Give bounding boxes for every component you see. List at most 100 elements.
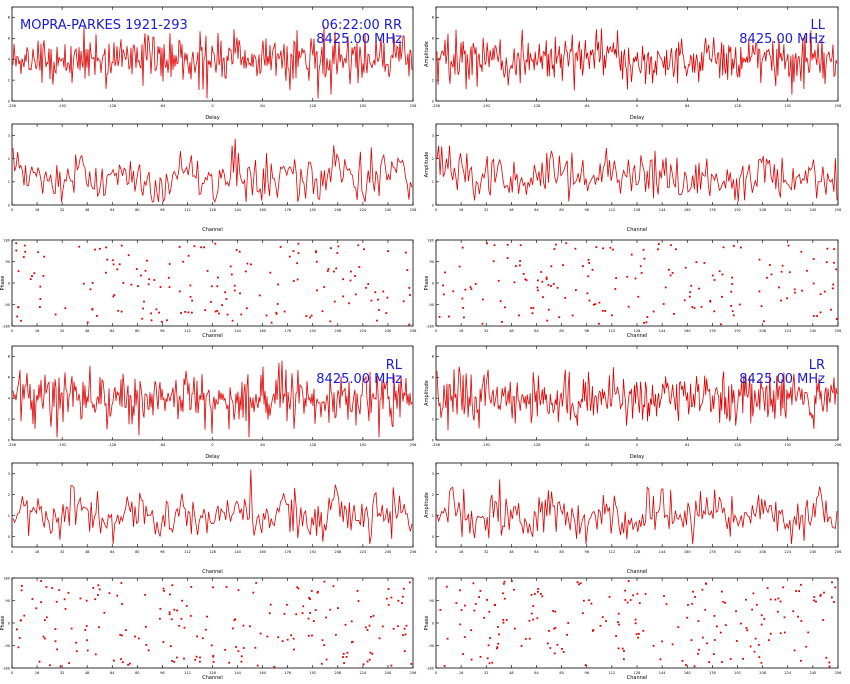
rr-phase-point: [204, 309, 207, 311]
rr-phase-point: [296, 278, 299, 281]
rl-delay-xtick-label: 192: [360, 443, 367, 447]
lr-amp-xtick-label: 112: [609, 550, 616, 554]
rl-phase-point: [45, 586, 48, 588]
ll-amp-xtick-label: 144: [659, 208, 666, 212]
ll-phase-point: [598, 322, 600, 325]
rr-phase-point: [146, 259, 148, 262]
rr-delay-xtick-label: 64: [260, 104, 265, 108]
lr-phase-point: [497, 642, 500, 645]
rl-amp-xtick-label: 224: [360, 550, 367, 554]
lr-phase-point: [783, 616, 786, 619]
ll-phase-point: [458, 265, 461, 268]
lr-phase-point: [823, 591, 825, 594]
lr-delay-xtick-label: 256: [835, 443, 842, 447]
lr-phase-point: [513, 588, 515, 591]
lr-phase-point: [576, 581, 579, 583]
ll-phase-point: [642, 248, 645, 251]
lr-phase-point: [635, 633, 638, 636]
rr-phase-point: [147, 283, 150, 286]
rr-phase-point: [37, 251, 39, 254]
lr-amp-xtick-label: 48: [509, 550, 513, 554]
rl-amp-ytick-label: 0: [8, 535, 10, 539]
lr-phase-ytick-label: 0: [432, 621, 434, 625]
rr-phase-point: [127, 254, 130, 257]
ll-phase-point: [816, 315, 818, 317]
ll-phase-point: [545, 276, 548, 279]
ll-phase-xtick-label: 32: [484, 329, 488, 333]
rl-delay-xtick-label: -192: [58, 443, 66, 447]
ll-phase-point: [615, 277, 617, 279]
rr-delay-ytick-label: 2: [8, 78, 10, 82]
ll-phase-xtick-label: 256: [835, 329, 842, 333]
rr-phase-point: [354, 275, 356, 277]
rl-phase-point: [190, 586, 193, 588]
lr-phase-point: [634, 622, 637, 625]
ll-phase-point: [730, 290, 733, 293]
rl-amp-xtick-label: 176: [284, 550, 291, 554]
lr-phase-ytick-label: 90: [430, 599, 434, 603]
lr-phase-point: [798, 590, 800, 592]
rl-delay-xtick-label: 128: [309, 443, 316, 447]
ll-phase-point: [664, 286, 667, 289]
ll-amp-series-line: [436, 145, 838, 202]
ll-phase-point: [830, 308, 832, 311]
rl-phase-point: [242, 624, 245, 627]
ll-phase-point: [540, 271, 543, 273]
ll-amp-ytick-label: 1: [432, 180, 434, 184]
ll-phase-point: [657, 248, 659, 251]
rl-phase-xtick-label: 16: [35, 671, 39, 675]
ll-phase-xtick-label: 192: [734, 329, 741, 333]
rl-phase-point: [408, 581, 411, 584]
rr-phase-point: [193, 245, 196, 248]
lr-phase-point: [536, 617, 539, 620]
ll-phase-point: [730, 305, 733, 307]
lr-phase-xtick-label: 128: [634, 671, 641, 675]
rl-phase-point: [357, 600, 360, 602]
rr-phase-point: [233, 284, 236, 287]
ll-amp-xtick-label: 240: [810, 208, 817, 212]
lr-phase-point: [537, 590, 539, 593]
ll-phase-ytick-label: -180: [426, 324, 434, 328]
lr-phase-point: [624, 589, 626, 592]
lr-phase-point: [793, 649, 796, 652]
ll-phase-point: [733, 245, 735, 247]
ll-phase-point: [738, 303, 741, 306]
rr-phase-point: [297, 252, 300, 255]
ll-phase-point: [673, 313, 675, 315]
lr-phase-point: [800, 583, 802, 586]
rr-phase-xtick-label: 256: [410, 329, 417, 333]
lr-phase-point: [691, 602, 694, 605]
ll-phase-point: [731, 310, 734, 313]
rl-phase-point: [199, 656, 201, 659]
lr-phase-point: [722, 600, 725, 603]
ll-phase-point: [703, 262, 706, 264]
rl-phase-point: [317, 590, 319, 593]
rl-phase-point: [397, 599, 400, 602]
rl-phase-point: [54, 640, 57, 643]
lr-phase-point: [483, 616, 486, 619]
ll-phase-point: [626, 275, 629, 278]
rl-phase-point: [387, 604, 390, 606]
rr-phase-point: [105, 246, 107, 249]
rr-phase-point: [385, 312, 388, 314]
rr-phase-point: [275, 311, 278, 314]
rl-phase-point: [94, 598, 97, 601]
rr-phase-xtick-label: 16: [35, 329, 39, 333]
ll-phase-xtick-label: 240: [810, 329, 817, 333]
rr-phase-point: [329, 247, 332, 249]
lr-phase-xtick-label: 80: [559, 671, 563, 675]
ll-delay-xtick-label: -128: [533, 104, 541, 108]
lr-phase-point: [470, 658, 473, 661]
rr-phase-point: [221, 304, 223, 306]
ll-phase-point: [639, 265, 642, 268]
lr-phase-point: [478, 596, 480, 598]
lr-phase-point: [701, 588, 704, 591]
rr-phase-point: [161, 320, 163, 323]
lr-amp-xtick-label: 256: [835, 550, 842, 554]
rr-phase-point: [382, 290, 385, 293]
lr-phase-point: [486, 657, 489, 660]
rl-phase-xtick-label: 224: [360, 671, 367, 675]
ll-phase-point: [709, 299, 712, 302]
lr-phase-point: [556, 643, 559, 646]
ll-phase-point: [832, 283, 835, 286]
